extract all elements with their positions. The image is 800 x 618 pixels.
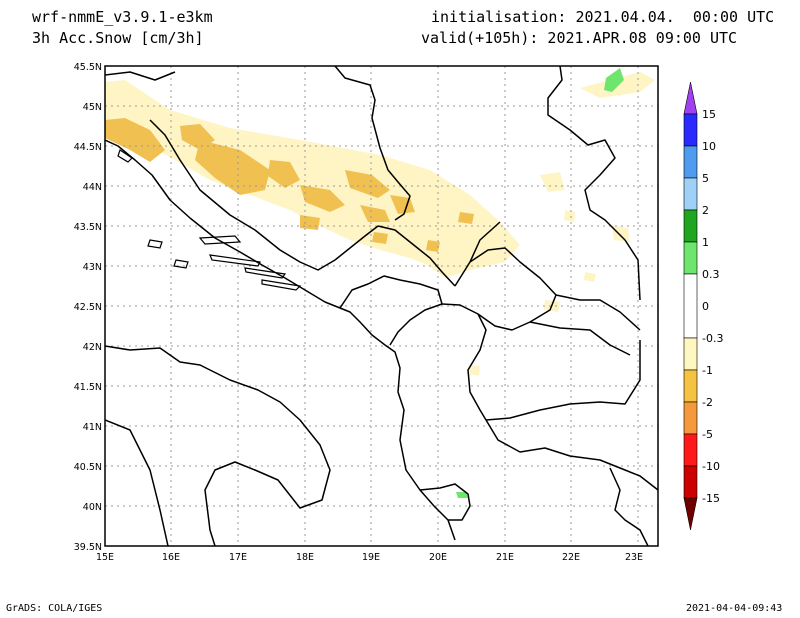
light-snow-areas	[105, 72, 655, 376]
green-snow-areas	[456, 68, 624, 498]
colorbar-label: 5	[702, 172, 709, 185]
colorbar-label: -15	[702, 492, 720, 505]
islands	[117, 149, 302, 291]
lon-label: 23E	[625, 552, 643, 563]
colorbar-label: -5	[702, 428, 713, 441]
longitude-labels: 15E 16E 17E 18E 19E 20E 21E 22E 23E	[96, 552, 643, 563]
valid-time: valid(+105h): 2021.APR.08 09:00 UTC	[421, 29, 738, 47]
colorbar-label: -10	[702, 460, 720, 473]
colorbar-label: -1	[702, 364, 713, 377]
colorbar-swatch	[683, 337, 698, 371]
colorbar-label: 15	[702, 108, 716, 121]
colorbar-top-tip	[683, 81, 698, 115]
coastlines-borders	[105, 66, 658, 546]
grid-lines	[105, 66, 658, 546]
colorbar-swatch	[683, 273, 698, 339]
credit-text: GrADS: COLA/IGES	[6, 603, 103, 614]
lon-label: 22E	[562, 552, 580, 563]
lat-label: 41N	[83, 422, 102, 433]
colorbar-labels: 15 10 5 2 1 0.3 0 -0.3 -1 -2 -5 -10 -15	[702, 108, 723, 505]
colorbar-swatch	[683, 369, 698, 403]
lat-label: 41.5N	[74, 382, 102, 393]
colorbar	[683, 81, 698, 531]
lon-label: 19E	[362, 552, 380, 563]
lat-label: 39.5N	[74, 542, 102, 553]
colorbar-swatch	[683, 465, 698, 499]
colorbar-label: 2	[702, 204, 709, 217]
snow-field	[105, 66, 658, 546]
lat-label: 45.5N	[74, 62, 102, 73]
lon-label: 20E	[429, 552, 447, 563]
colorbar-swatch	[683, 145, 698, 179]
colorbar-label: 10	[702, 140, 716, 153]
colorbar-swatch	[683, 401, 698, 435]
model-name: wrf-nmmE_v3.9.1-e3km	[32, 8, 213, 26]
colorbar-label: -2	[702, 396, 713, 409]
lat-label: 40N	[83, 502, 102, 513]
lat-label: 43N	[83, 262, 102, 273]
colorbar-label: 1	[702, 236, 709, 249]
lon-label: 17E	[229, 552, 247, 563]
lon-label: 18E	[296, 552, 314, 563]
map-frame	[104, 65, 659, 547]
colorbar-label: 0.3	[702, 268, 720, 281]
moderate-snow-areas	[105, 118, 474, 252]
variable-name: 3h Acc.Snow [cm/3h]	[32, 29, 204, 47]
latitude-labels: 45.5N 45N 44.5N 44N 43.5N 43N 42.5N 42N …	[74, 62, 102, 553]
colorbar-label: 0	[702, 300, 709, 313]
lon-label: 16E	[162, 552, 180, 563]
lat-label: 42N	[83, 342, 102, 353]
colorbar-swatch	[683, 433, 698, 467]
lat-label: 43.5N	[74, 222, 102, 233]
colorbar-swatch	[683, 177, 698, 211]
colorbar-label: -0.3	[702, 332, 723, 345]
lat-label: 44.5N	[74, 142, 102, 153]
lat-label: 45N	[83, 102, 102, 113]
colorbar-swatch	[683, 209, 698, 243]
colorbar-bottom-tip	[683, 497, 698, 531]
lat-label: 42.5N	[74, 302, 102, 313]
lon-label: 15E	[96, 552, 114, 563]
colorbar-swatch	[683, 113, 698, 147]
lat-label: 44N	[83, 182, 102, 193]
initialisation-time: initialisation: 2021.04.04. 00:00 UTC	[431, 8, 775, 26]
lat-label: 40.5N	[74, 462, 102, 473]
lon-label: 21E	[496, 552, 514, 563]
colorbar-swatch	[683, 241, 698, 275]
generated-timestamp: 2021-04-04-09:43	[686, 603, 783, 614]
